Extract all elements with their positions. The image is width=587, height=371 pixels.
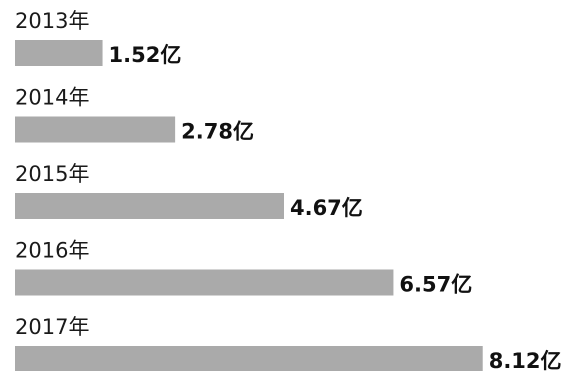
- bar: [15, 346, 483, 371]
- value-label: 4.67亿: [290, 196, 363, 220]
- year-label: 2016年: [15, 239, 89, 263]
- year-label: 2015年: [15, 162, 89, 186]
- year-label: 2017年: [15, 315, 89, 339]
- bar: [15, 116, 176, 143]
- year-label: 2013年: [15, 9, 89, 33]
- value-label: 8.12亿: [489, 349, 562, 371]
- bar: [15, 269, 394, 296]
- value-label: 1.52亿: [109, 43, 182, 67]
- year-label: 2014年: [15, 86, 89, 110]
- bar: [15, 40, 103, 66]
- value-label: 2.78亿: [181, 120, 254, 144]
- value-label: 6.57亿: [399, 273, 472, 297]
- bar: [15, 193, 284, 219]
